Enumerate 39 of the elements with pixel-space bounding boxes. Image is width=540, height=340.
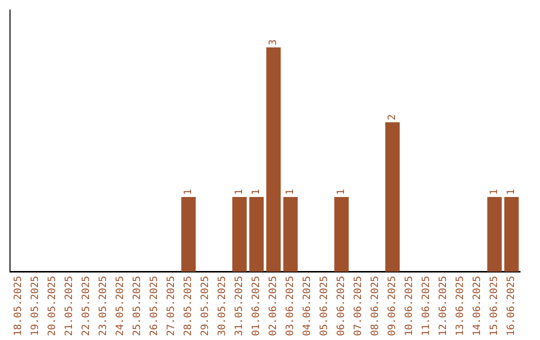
x-tick-label: 22.05.2025	[81, 276, 92, 336]
x-tick-label: 01.06.2025	[251, 276, 262, 336]
x-tick-label: 28.05.2025	[183, 276, 194, 336]
x-tick-label: 24.05.2025	[115, 276, 126, 336]
x-tick-label: 26.05.2025	[149, 276, 160, 336]
data-label: 1	[285, 188, 296, 195]
data-label: 1	[506, 188, 518, 195]
x-tick-label: 19.05.2025	[30, 276, 42, 336]
x-tick-label: 31.05.2025	[234, 276, 246, 336]
x-tick-label: 02.06.2025	[268, 276, 280, 336]
x-tick-label: 21.05.2025	[64, 276, 76, 336]
x-tick-label: 03.06.2025	[285, 276, 296, 336]
x-tick-label: 04.06.2025	[302, 276, 314, 336]
x-tick-label: 12.06.2025	[438, 276, 450, 336]
x-tick-label: 20.05.2025	[47, 276, 58, 336]
x-tick-label: 23.05.2025	[98, 276, 110, 336]
data-label: 1	[251, 188, 262, 195]
x-tick-label: 13.06.2025	[455, 276, 466, 336]
data-label: 1	[183, 188, 194, 195]
data-label: 1	[489, 188, 500, 195]
x-tick-label: 11.06.2025	[421, 276, 432, 336]
x-tick-label: 14.06.2025	[472, 276, 484, 336]
x-tick-label: 25.05.2025	[132, 276, 144, 336]
x-tick-label: 15.06.2025	[489, 276, 500, 336]
data-label: 3	[268, 39, 280, 46]
x-tick-label: 05.06.2025	[319, 276, 330, 336]
x-tick-label: 06.06.2025	[336, 276, 348, 336]
x-tick-label: 09.06.2025	[387, 276, 398, 336]
x-tick-label: 18.05.2025	[13, 276, 24, 336]
x-tick-label: 30.05.2025	[217, 276, 228, 336]
x-tick-label: 29.05.2025	[200, 276, 212, 336]
x-tick-label: 16.06.2025	[506, 276, 518, 336]
x-tick-label: 27.05.2025	[166, 276, 178, 336]
data-label: 1	[234, 188, 246, 195]
x-tick-label: 08.06.2025	[370, 276, 382, 336]
data-label: 2	[387, 114, 398, 120]
x-tick-label: 07.06.2025	[353, 276, 364, 336]
x-tick-label: 10.06.2025	[404, 276, 416, 336]
data-label: 1	[336, 188, 348, 195]
